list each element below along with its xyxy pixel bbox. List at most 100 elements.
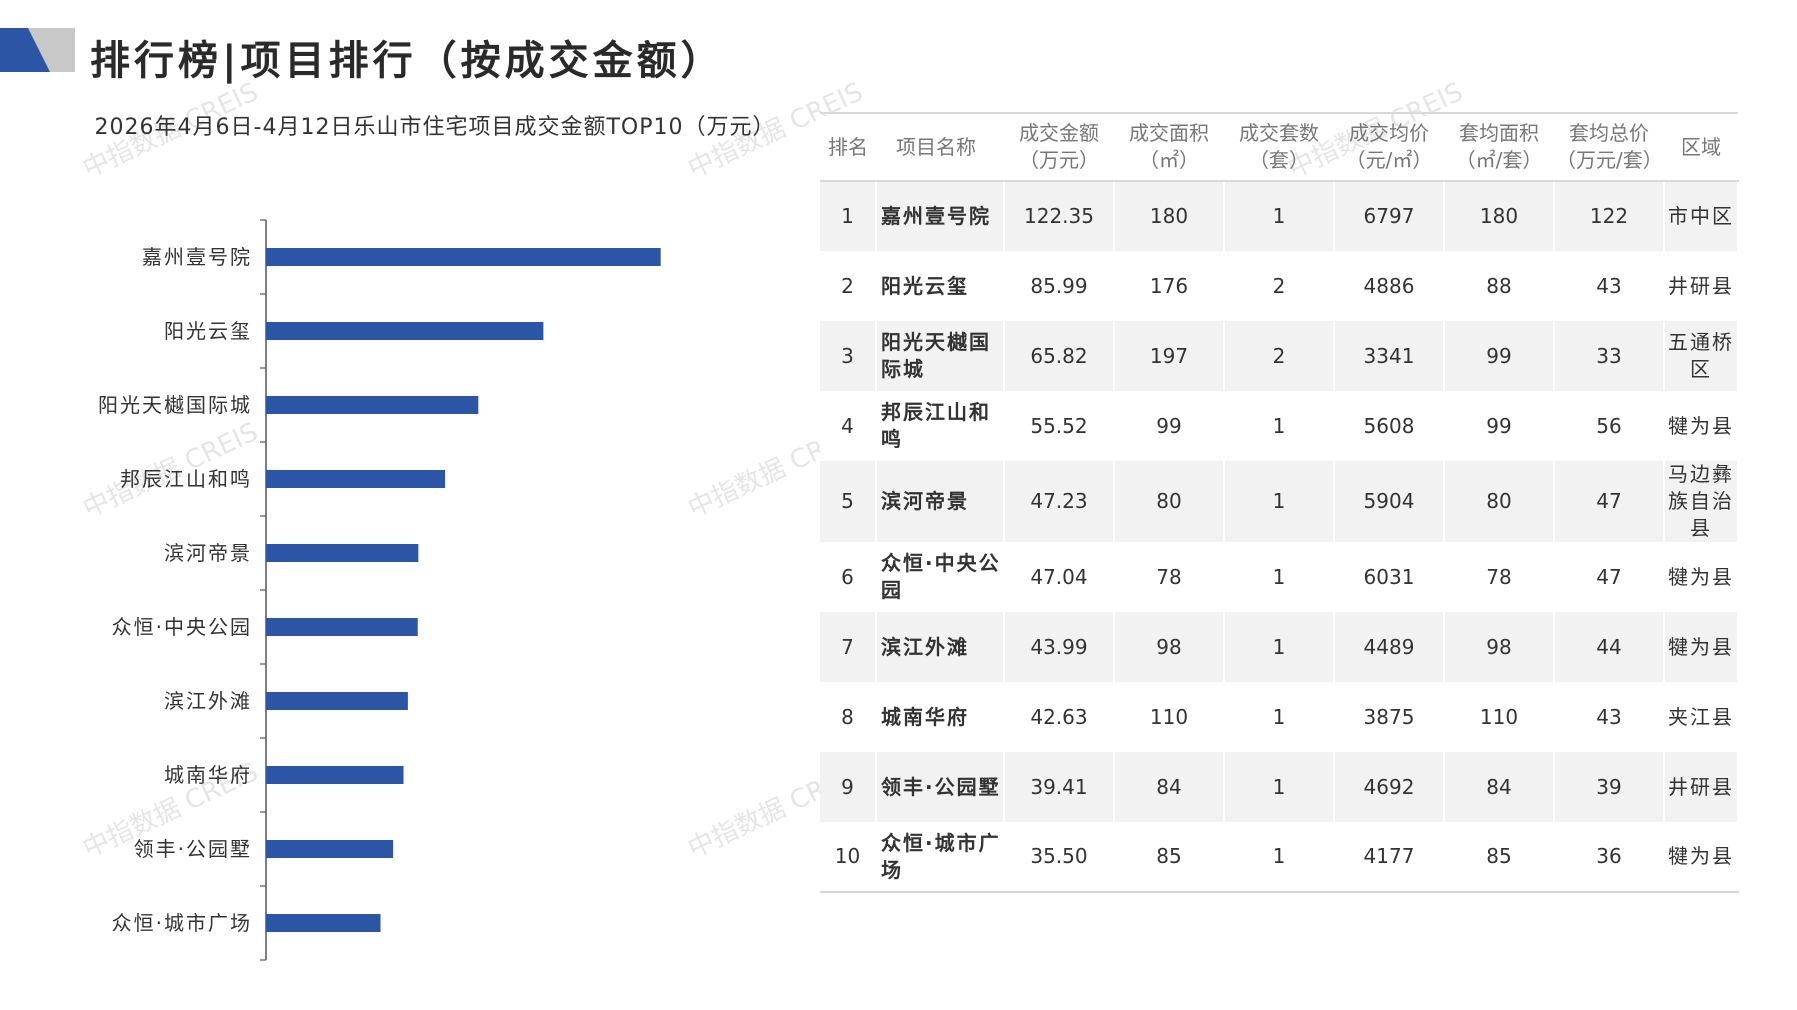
value-cell: 180 <box>1444 181 1555 251</box>
category-label: 滨河帝景 <box>164 541 252 565</box>
category-label: 邦辰江山和鸣 <box>120 467 252 491</box>
project-name-cell: 滨河帝景 <box>876 461 1005 542</box>
value-cell: 78 <box>1114 542 1225 612</box>
value-cell: 39 <box>1554 752 1665 822</box>
value-cell: 6797 <box>1334 181 1445 251</box>
chart-title: 2026年4月6日-4月12日乐山市住宅项目成交金额TOP10（万元） <box>94 115 776 140</box>
table-header-cell: 套均总价 （万元/套） <box>1554 112 1664 182</box>
value-cell: 35.50 <box>1004 822 1115 893</box>
value-cell: 99 <box>1444 321 1555 391</box>
page-header: 排行榜|项目排行（按成交金额） <box>0 20 1797 95</box>
rank-cell: 7 <box>820 612 877 682</box>
bar <box>266 396 479 414</box>
value-cell: 42.63 <box>1004 682 1115 752</box>
value-cell: 5904 <box>1334 461 1445 542</box>
value-cell: 122.35 <box>1004 181 1115 251</box>
district-cell: 市中区 <box>1664 181 1739 251</box>
project-name-cell: 领丰·公园墅 <box>876 752 1005 822</box>
value-cell: 39.41 <box>1004 752 1115 822</box>
rank-cell: 9 <box>820 752 877 822</box>
value-cell: 78 <box>1444 542 1555 612</box>
value-cell: 55.52 <box>1004 391 1115 461</box>
bar <box>266 840 394 858</box>
value-cell: 85 <box>1114 822 1225 893</box>
value-cell: 176 <box>1114 251 1225 321</box>
table-header-cell: 区域 <box>1664 112 1738 182</box>
table-row: 10 众恒·城市广场 35.50 85 1 4177 85 36 犍为县 <box>820 822 1739 893</box>
value-cell: 4692 <box>1334 752 1445 822</box>
value-cell: 33 <box>1554 321 1665 391</box>
value-cell: 80 <box>1114 461 1225 542</box>
bar <box>266 766 404 784</box>
value-cell: 44 <box>1554 612 1665 682</box>
bar-chart: 嘉州壹号院阳光云玺阳光天樾国际城邦辰江山和鸣滨河帝景众恒·中央公园滨江外滩城南华… <box>98 219 661 961</box>
value-cell: 1 <box>1224 542 1335 612</box>
project-name-cell: 众恒·城市广场 <box>876 822 1005 893</box>
district-cell: 犍为县 <box>1664 822 1739 893</box>
value-cell: 98 <box>1114 612 1225 682</box>
table-row: 5 滨河帝景 47.23 80 1 5904 80 47 马边彝族自治县 <box>820 461 1739 542</box>
category-label: 滨江外滩 <box>164 689 252 713</box>
value-cell: 43.99 <box>1004 612 1115 682</box>
category-label: 阳光云玺 <box>164 319 252 343</box>
project-name-cell: 众恒·中央公园 <box>876 542 1005 612</box>
district-cell: 犍为县 <box>1664 542 1739 612</box>
value-cell: 110 <box>1114 682 1225 752</box>
value-cell: 3341 <box>1334 321 1445 391</box>
value-cell: 3875 <box>1334 682 1445 752</box>
value-cell: 1 <box>1224 752 1335 822</box>
district-cell: 犍为县 <box>1664 391 1739 461</box>
category-label: 众恒·城市广场 <box>112 911 252 935</box>
value-cell: 1 <box>1224 612 1335 682</box>
rank-cell: 5 <box>820 461 877 542</box>
table-row: 3 阳光天樾国际城 65.82 197 2 3341 99 33 五通桥区 <box>820 321 1739 391</box>
value-cell: 85.99 <box>1004 251 1115 321</box>
value-cell: 88 <box>1444 251 1555 321</box>
value-cell: 197 <box>1114 321 1225 391</box>
table-header-cell: 成交均价 （元/㎡） <box>1334 112 1444 182</box>
category-label: 城南华府 <box>164 763 252 787</box>
value-cell: 4886 <box>1334 251 1445 321</box>
value-cell: 47 <box>1554 461 1665 542</box>
value-cell: 6031 <box>1334 542 1445 612</box>
rank-cell: 1 <box>820 181 877 251</box>
value-cell: 4489 <box>1334 612 1445 682</box>
value-cell: 80 <box>1444 461 1555 542</box>
value-cell: 85 <box>1444 822 1555 893</box>
district-cell: 井研县 <box>1664 752 1739 822</box>
district-cell: 夹江县 <box>1664 682 1739 752</box>
project-name-cell: 邦辰江山和鸣 <box>876 391 1005 461</box>
project-name-cell: 阳光天樾国际城 <box>876 321 1005 391</box>
rank-cell: 8 <box>820 682 877 752</box>
value-cell: 56 <box>1554 391 1665 461</box>
table-row: 4 邦辰江山和鸣 55.52 99 1 5608 99 56 犍为县 <box>820 391 1739 461</box>
value-cell: 84 <box>1114 752 1225 822</box>
project-name-cell: 阳光云玺 <box>876 251 1005 321</box>
table-header-cell: 成交面积 （㎡） <box>1114 112 1224 182</box>
district-cell: 犍为县 <box>1664 612 1739 682</box>
value-cell: 180 <box>1114 181 1225 251</box>
table-row: 6 众恒·中央公园 47.04 78 1 6031 78 47 犍为县 <box>820 542 1739 612</box>
table-header-cell: 排名 <box>820 112 876 182</box>
bar <box>266 544 419 562</box>
value-cell: 65.82 <box>1004 321 1115 391</box>
value-cell: 1 <box>1224 822 1335 893</box>
bar <box>266 322 544 340</box>
table-row: 8 城南华府 42.63 110 1 3875 110 43 夹江县 <box>820 682 1739 752</box>
value-cell: 47 <box>1554 542 1665 612</box>
page-title: 排行榜|项目排行（按成交金额） <box>90 38 725 84</box>
bar <box>266 248 661 266</box>
value-cell: 110 <box>1444 682 1555 752</box>
ranking-table: 排名 项目名称 成交金额 （万元） 成交面积 （㎡） 成交套数 （套） 成交均价 （元/㎡… <box>820 112 1739 893</box>
value-cell: 47.04 <box>1004 542 1115 612</box>
value-cell: 43 <box>1554 251 1665 321</box>
value-cell: 122 <box>1554 181 1665 251</box>
rank-cell: 10 <box>820 822 877 893</box>
value-cell: 99 <box>1114 391 1225 461</box>
table-header-cell: 套均面积 （㎡/套） <box>1444 112 1554 182</box>
value-cell: 43 <box>1554 682 1665 752</box>
rank-cell: 6 <box>820 542 877 612</box>
value-cell: 1 <box>1224 682 1335 752</box>
district-cell: 五通桥区 <box>1664 321 1739 391</box>
value-cell: 84 <box>1444 752 1555 822</box>
